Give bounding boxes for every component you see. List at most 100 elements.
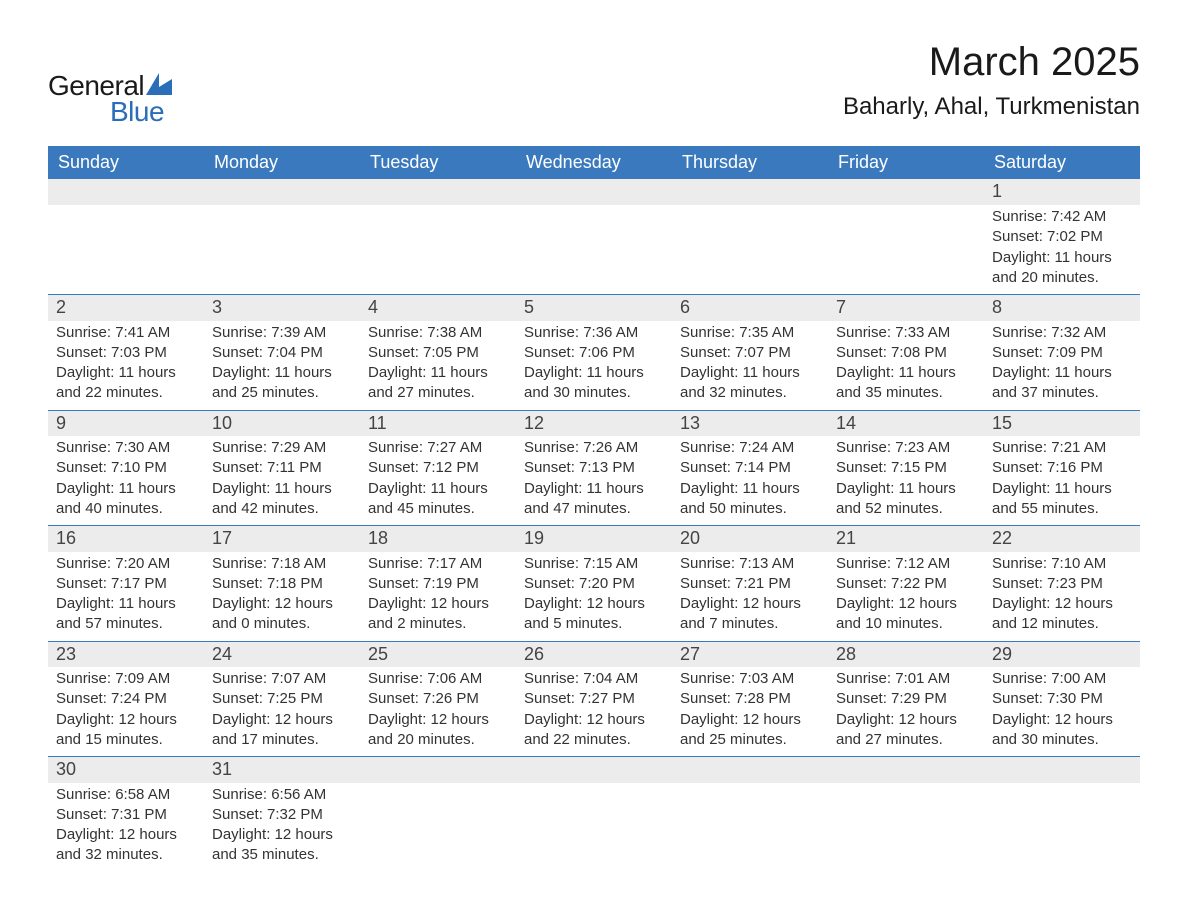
weekday-header: Friday [828, 146, 984, 179]
day-detail-row: Sunrise: 6:58 AMSunset: 7:31 PMDaylight:… [48, 783, 1140, 872]
day-number-cell: 26 [516, 641, 672, 667]
day-number-cell: 20 [672, 526, 828, 552]
day-number-cell [360, 757, 516, 783]
calendar-body: 1Sunrise: 7:42 AMSunset: 7:02 PMDaylight… [48, 179, 1140, 872]
day-number-cell: 23 [48, 641, 204, 667]
day-number-cell [48, 179, 204, 205]
day-number-cell: 10 [204, 410, 360, 436]
weekday-header: Saturday [984, 146, 1140, 179]
day-detail-cell: Sunrise: 7:33 AMSunset: 7:08 PMDaylight:… [828, 321, 984, 411]
day-number-cell: 17 [204, 526, 360, 552]
day-detail-row: Sunrise: 7:42 AMSunset: 7:02 PMDaylight:… [48, 205, 1140, 295]
weekday-header-row: Sunday Monday Tuesday Wednesday Thursday… [48, 146, 1140, 179]
day-number-cell: 16 [48, 526, 204, 552]
day-detail-row: Sunrise: 7:30 AMSunset: 7:10 PMDaylight:… [48, 436, 1140, 526]
day-detail-cell: Sunrise: 6:58 AMSunset: 7:31 PMDaylight:… [48, 783, 204, 872]
day-number-cell: 3 [204, 295, 360, 321]
day-detail-row: Sunrise: 7:20 AMSunset: 7:17 PMDaylight:… [48, 552, 1140, 642]
day-detail-cell: Sunrise: 6:56 AMSunset: 7:32 PMDaylight:… [204, 783, 360, 872]
day-number-cell: 11 [360, 410, 516, 436]
day-number-cell: 25 [360, 641, 516, 667]
day-detail-row: Sunrise: 7:09 AMSunset: 7:24 PMDaylight:… [48, 667, 1140, 757]
day-detail-cell: Sunrise: 7:27 AMSunset: 7:12 PMDaylight:… [360, 436, 516, 526]
day-number-cell: 14 [828, 410, 984, 436]
day-number-row: 23242526272829 [48, 641, 1140, 667]
day-number-row: 2345678 [48, 295, 1140, 321]
day-number-cell [516, 757, 672, 783]
logo-sail-icon [146, 73, 172, 95]
day-number-cell: 24 [204, 641, 360, 667]
day-detail-cell: Sunrise: 7:42 AMSunset: 7:02 PMDaylight:… [984, 205, 1140, 295]
day-number-cell [360, 179, 516, 205]
day-number-cell: 7 [828, 295, 984, 321]
day-number-cell [672, 757, 828, 783]
day-detail-cell: Sunrise: 7:21 AMSunset: 7:16 PMDaylight:… [984, 436, 1140, 526]
day-number-cell: 12 [516, 410, 672, 436]
title-block: March 2025 Baharly, Ahal, Turkmenistan [843, 40, 1140, 121]
day-detail-cell: Sunrise: 7:20 AMSunset: 7:17 PMDaylight:… [48, 552, 204, 642]
day-number-cell [516, 179, 672, 205]
day-detail-cell: Sunrise: 7:18 AMSunset: 7:18 PMDaylight:… [204, 552, 360, 642]
day-detail-cell: Sunrise: 7:41 AMSunset: 7:03 PMDaylight:… [48, 321, 204, 411]
day-number-cell [984, 757, 1140, 783]
day-detail-cell [828, 783, 984, 872]
day-detail-cell [828, 205, 984, 295]
day-detail-cell: Sunrise: 7:07 AMSunset: 7:25 PMDaylight:… [204, 667, 360, 757]
day-detail-cell: Sunrise: 7:24 AMSunset: 7:14 PMDaylight:… [672, 436, 828, 526]
day-number-row: 16171819202122 [48, 526, 1140, 552]
day-detail-cell [48, 205, 204, 295]
day-number-cell [672, 179, 828, 205]
day-number-cell: 30 [48, 757, 204, 783]
calendar-table: Sunday Monday Tuesday Wednesday Thursday… [48, 146, 1140, 872]
day-detail-cell: Sunrise: 7:12 AMSunset: 7:22 PMDaylight:… [828, 552, 984, 642]
weekday-header: Thursday [672, 146, 828, 179]
logo-text-blue: Blue [110, 96, 164, 128]
day-number-cell: 9 [48, 410, 204, 436]
logo: General Blue [48, 40, 172, 128]
day-detail-cell: Sunrise: 7:09 AMSunset: 7:24 PMDaylight:… [48, 667, 204, 757]
document-header: General Blue March 2025 Baharly, Ahal, T… [48, 40, 1140, 128]
day-detail-cell [516, 205, 672, 295]
day-number-cell: 2 [48, 295, 204, 321]
day-number-cell: 1 [984, 179, 1140, 205]
day-number-cell: 22 [984, 526, 1140, 552]
day-number-row: 1 [48, 179, 1140, 205]
day-detail-cell [204, 205, 360, 295]
day-number-cell: 8 [984, 295, 1140, 321]
day-number-cell [828, 179, 984, 205]
day-detail-cell: Sunrise: 7:15 AMSunset: 7:20 PMDaylight:… [516, 552, 672, 642]
day-detail-cell: Sunrise: 7:39 AMSunset: 7:04 PMDaylight:… [204, 321, 360, 411]
day-detail-cell: Sunrise: 7:04 AMSunset: 7:27 PMDaylight:… [516, 667, 672, 757]
day-detail-cell: Sunrise: 7:06 AMSunset: 7:26 PMDaylight:… [360, 667, 516, 757]
month-title: March 2025 [843, 40, 1140, 85]
day-detail-cell: Sunrise: 7:17 AMSunset: 7:19 PMDaylight:… [360, 552, 516, 642]
day-number-cell: 4 [360, 295, 516, 321]
day-detail-cell: Sunrise: 7:29 AMSunset: 7:11 PMDaylight:… [204, 436, 360, 526]
day-detail-cell: Sunrise: 7:23 AMSunset: 7:15 PMDaylight:… [828, 436, 984, 526]
day-number-cell: 21 [828, 526, 984, 552]
day-number-cell: 29 [984, 641, 1140, 667]
day-detail-cell [516, 783, 672, 872]
weekday-header: Sunday [48, 146, 204, 179]
day-number-cell: 5 [516, 295, 672, 321]
day-detail-cell: Sunrise: 7:30 AMSunset: 7:10 PMDaylight:… [48, 436, 204, 526]
day-detail-cell [672, 783, 828, 872]
weekday-header: Monday [204, 146, 360, 179]
day-detail-cell [360, 205, 516, 295]
day-detail-cell: Sunrise: 7:10 AMSunset: 7:23 PMDaylight:… [984, 552, 1140, 642]
day-detail-cell: Sunrise: 7:26 AMSunset: 7:13 PMDaylight:… [516, 436, 672, 526]
day-detail-cell: Sunrise: 7:13 AMSunset: 7:21 PMDaylight:… [672, 552, 828, 642]
day-number-cell [828, 757, 984, 783]
day-number-cell: 6 [672, 295, 828, 321]
weekday-header: Tuesday [360, 146, 516, 179]
day-number-cell: 19 [516, 526, 672, 552]
day-detail-cell [672, 205, 828, 295]
day-detail-row: Sunrise: 7:41 AMSunset: 7:03 PMDaylight:… [48, 321, 1140, 411]
location: Baharly, Ahal, Turkmenistan [843, 93, 1140, 121]
day-detail-cell: Sunrise: 7:00 AMSunset: 7:30 PMDaylight:… [984, 667, 1140, 757]
day-detail-cell [360, 783, 516, 872]
day-detail-cell: Sunrise: 7:38 AMSunset: 7:05 PMDaylight:… [360, 321, 516, 411]
day-detail-cell: Sunrise: 7:36 AMSunset: 7:06 PMDaylight:… [516, 321, 672, 411]
day-detail-cell: Sunrise: 7:01 AMSunset: 7:29 PMDaylight:… [828, 667, 984, 757]
day-number-cell: 18 [360, 526, 516, 552]
